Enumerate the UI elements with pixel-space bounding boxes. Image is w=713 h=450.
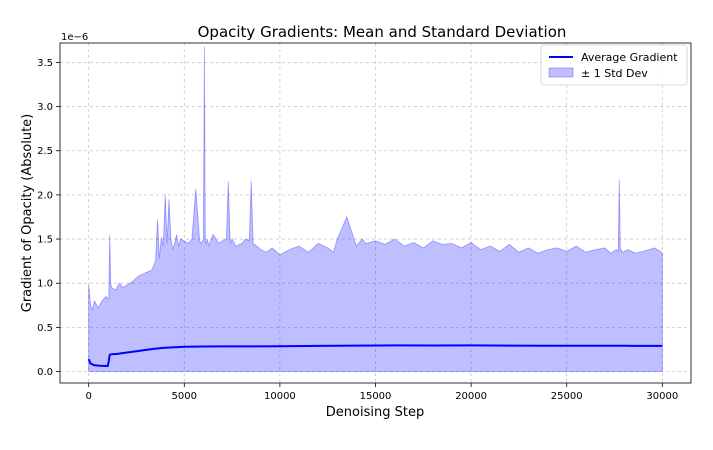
y-tick-label: 1.0: [37, 279, 53, 290]
x-tick-label: 15000: [360, 391, 392, 402]
y-tick-label: 2.5: [37, 146, 53, 157]
y-tick-label: 1.5: [37, 235, 53, 246]
mean-line-layer: [87, 344, 663, 367]
y-scale-offset-label: 1e−6: [61, 32, 88, 43]
legend-label-std-dev: ± 1 Std Dev: [581, 67, 648, 80]
y-axis-label: Gradient of Opacity (Absolute): [20, 114, 35, 312]
chart-title: Opacity Gradients: Mean and Standard Dev…: [198, 23, 567, 41]
average-gradient-line: [87, 344, 663, 367]
x-tick-label: 20000: [455, 391, 487, 402]
x-axis-label: Denoising Step: [326, 405, 424, 420]
y-axis-ticks: 0.0 0.5 1.0 1.5 2.0 2.5 3.0 3.5: [37, 58, 60, 378]
legend-label-average-gradient: Average Gradient: [581, 51, 678, 64]
x-tick-label: 25000: [551, 391, 583, 402]
x-tick-label: 10000: [264, 391, 296, 402]
y-tick-label: 0.0: [37, 367, 53, 378]
y-tick-label: 2.0: [37, 190, 53, 201]
x-tick-label: 30000: [646, 391, 678, 402]
y-tick-label: 0.5: [37, 323, 53, 334]
x-axis-ticks: 0 5000 10000 15000 20000 25000 30000: [85, 383, 678, 402]
y-tick-label: 3.0: [37, 102, 53, 113]
std-band-layer: [88, 46, 663, 372]
legend: Average Gradient ± 1 Std Dev: [540, 44, 688, 86]
grid: [60, 43, 691, 383]
legend-frame: [540, 44, 688, 86]
x-tick-label: 0: [85, 391, 91, 402]
x-tick-label: 5000: [172, 391, 197, 402]
legend-swatch-std-dev: [548, 67, 574, 78]
std-dev-band: [88, 46, 663, 372]
y-tick-label: 3.5: [37, 58, 53, 69]
